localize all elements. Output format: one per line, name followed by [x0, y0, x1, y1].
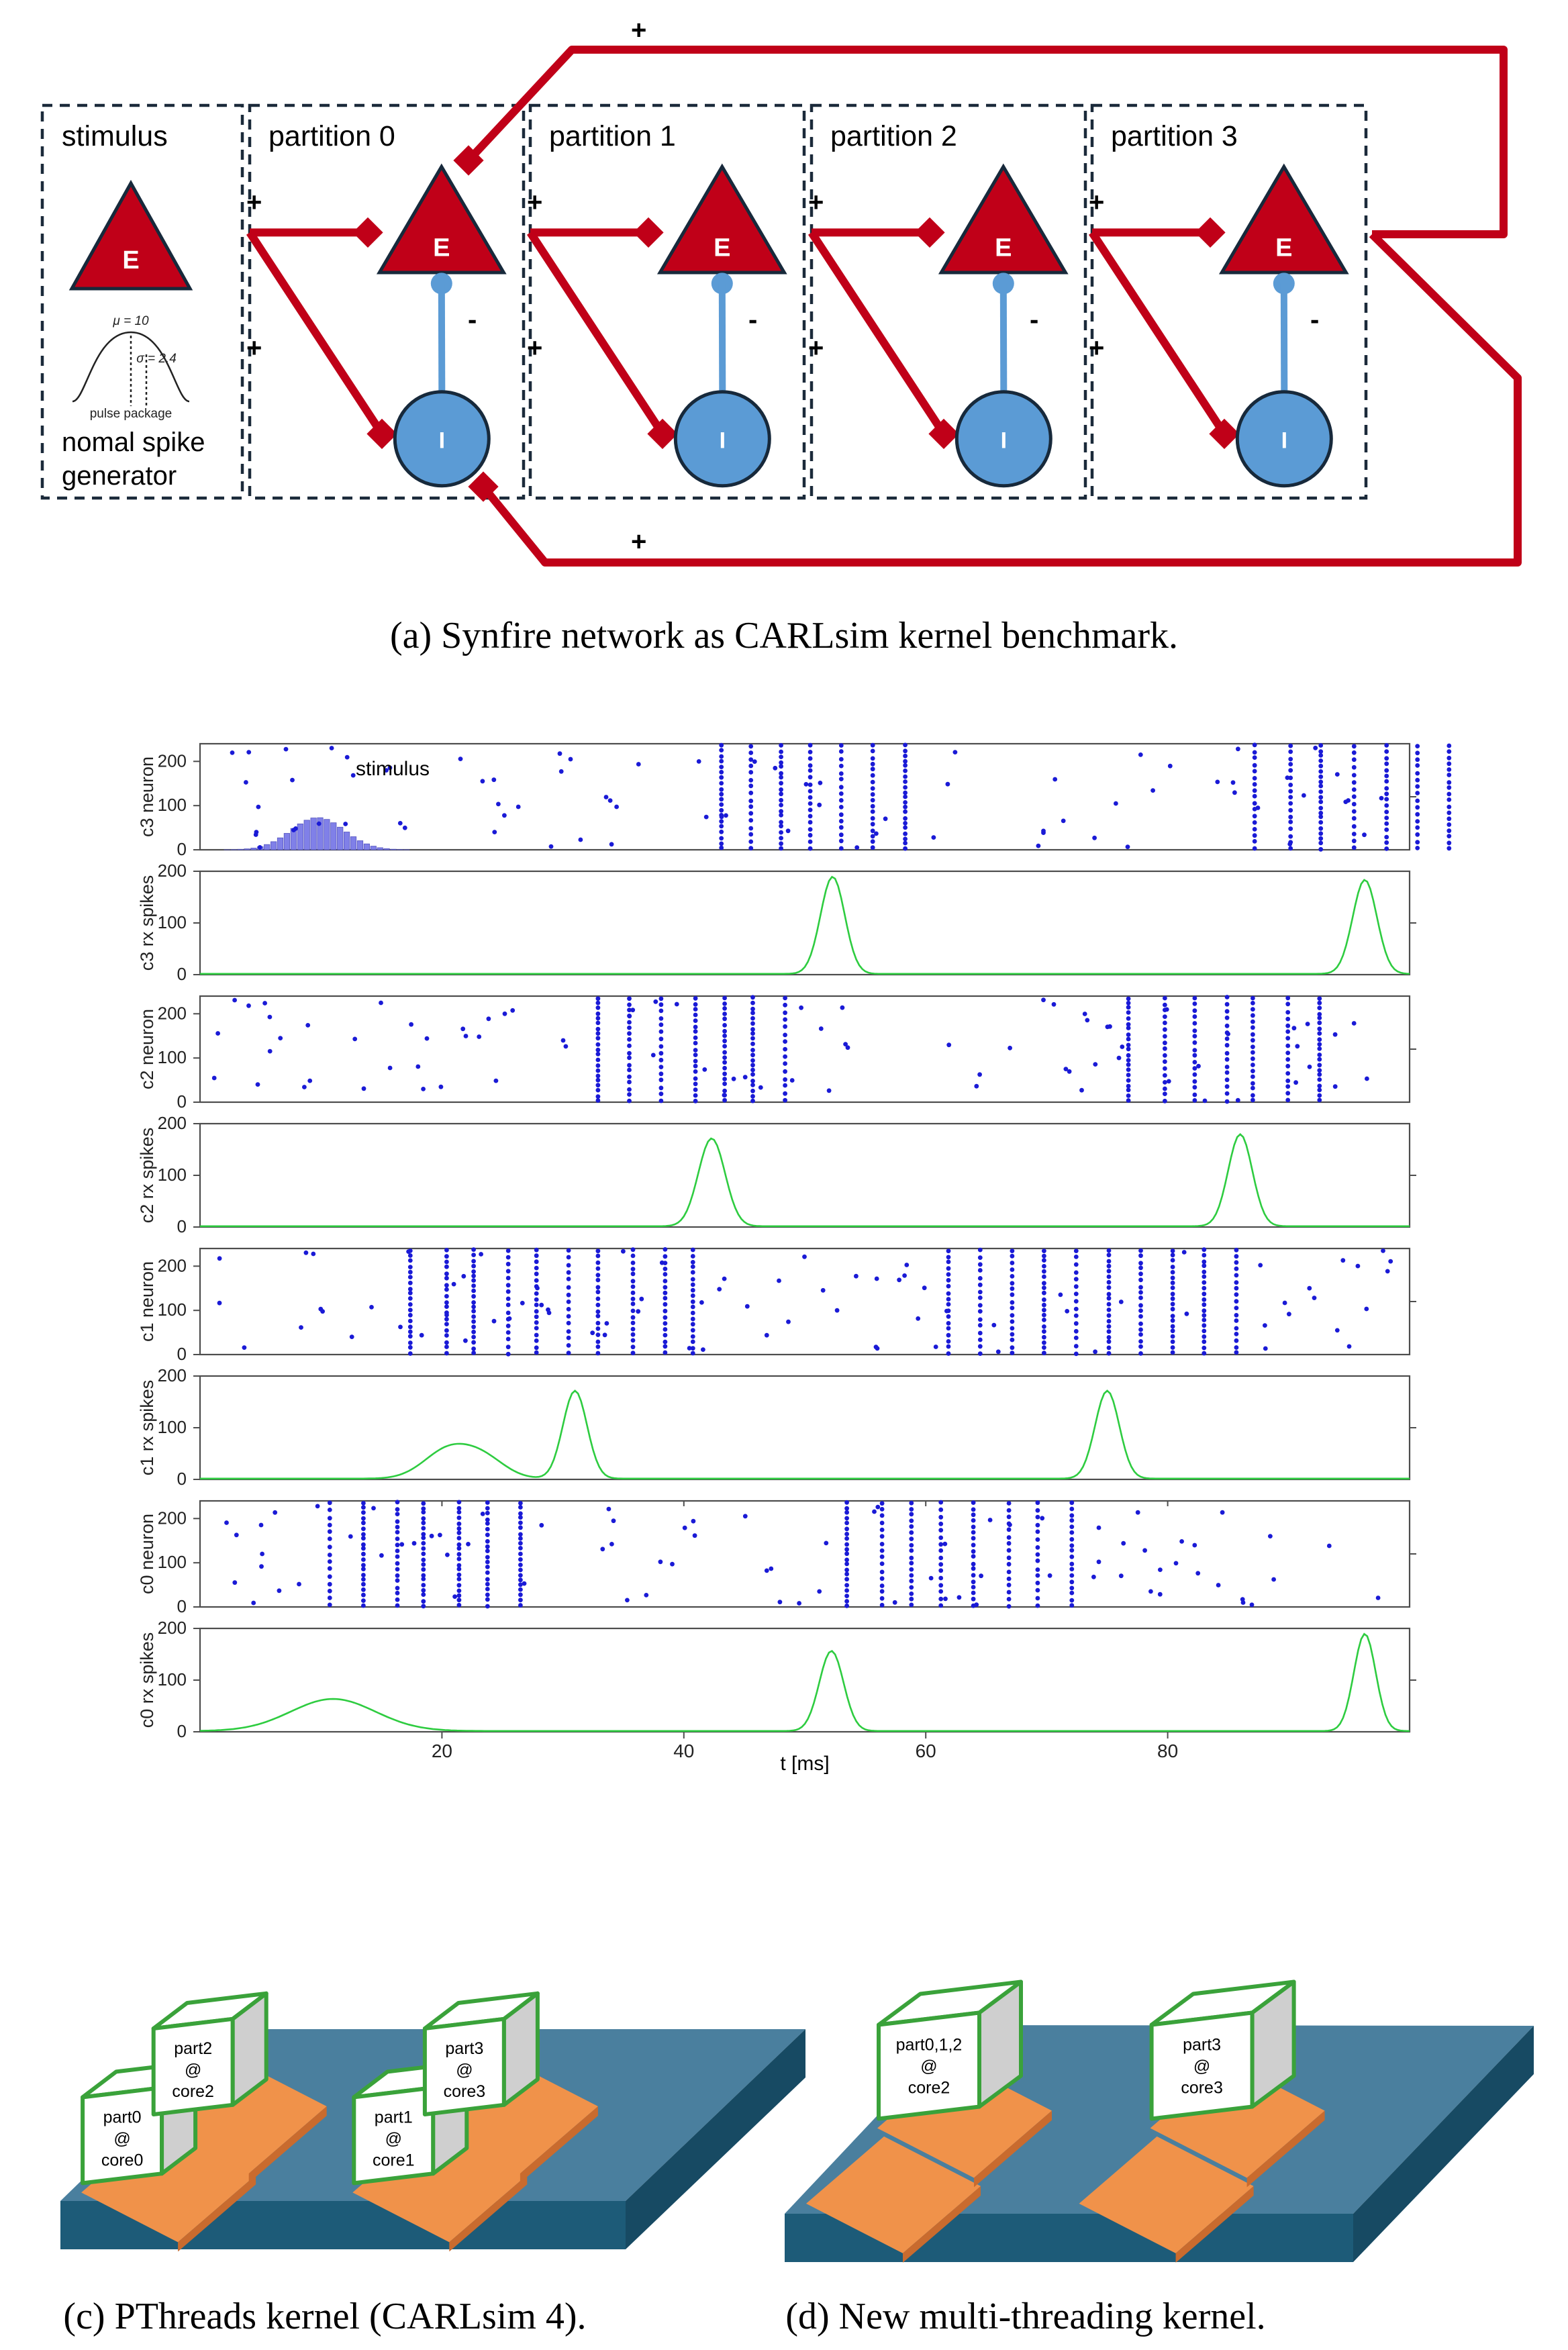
svg-text:+: + — [631, 15, 646, 45]
svg-text:200: 200 — [158, 1003, 187, 1023]
svg-text:c1 neuron: c1 neuron — [137, 1261, 157, 1342]
svg-text:c3 rx spikes: c3 rx spikes — [137, 875, 157, 971]
svg-text:core3: core3 — [1181, 2079, 1223, 2098]
svg-text:core1: core1 — [373, 2151, 415, 2169]
svg-text:c2 rx spikes: c2 rx spikes — [137, 1128, 157, 1224]
svg-text:core2: core2 — [908, 2079, 950, 2098]
svg-text:@: @ — [1193, 2057, 1210, 2076]
svg-text:0: 0 — [177, 1091, 187, 1112]
svg-text:nomal spike: nomal spike — [62, 428, 205, 457]
svg-text:partition 0: partition 0 — [268, 120, 395, 152]
svg-text:c1 rx spikes: c1 rx spikes — [137, 1380, 157, 1476]
svg-text:stimulus: stimulus — [356, 758, 430, 780]
svg-text:100: 100 — [158, 795, 187, 815]
svg-text:core2: core2 — [172, 2082, 214, 2101]
svg-text:σ = 2.4: σ = 2.4 — [136, 352, 177, 366]
svg-text:0: 0 — [177, 839, 187, 859]
svg-text:100: 100 — [158, 912, 187, 932]
svg-text:0: 0 — [177, 1469, 187, 1489]
svg-text:@: @ — [385, 2129, 402, 2148]
svg-text:part0,1,2: part0,1,2 — [896, 2036, 963, 2055]
svg-text:(d) New multi-threading kernel: (d) New multi-threading kernel. — [785, 2296, 1265, 2337]
svg-text:partition 1: partition 1 — [549, 120, 676, 152]
svg-text:partition 2: partition 2 — [830, 120, 957, 152]
svg-text:100: 100 — [158, 1552, 187, 1572]
svg-text:part2: part2 — [174, 2039, 212, 2058]
svg-text:@: @ — [185, 2061, 201, 2079]
svg-text:part1: part1 — [375, 2108, 413, 2126]
svg-text:100: 100 — [158, 1165, 187, 1185]
svg-text:100: 100 — [158, 1047, 187, 1067]
svg-text:200: 200 — [158, 1255, 187, 1275]
svg-text:+: + — [631, 527, 646, 556]
svg-text:200: 200 — [158, 1618, 187, 1638]
svg-text:@: @ — [920, 2057, 937, 2076]
svg-text:200: 200 — [158, 750, 187, 771]
svg-text:100: 100 — [158, 1417, 187, 1437]
svg-text:(c) PThreads kernel (CARLsim 4: (c) PThreads kernel (CARLsim 4). — [63, 2296, 586, 2337]
svg-text:0: 0 — [177, 1216, 187, 1236]
svg-text:pulse package: pulse package — [90, 407, 173, 421]
svg-text:0: 0 — [177, 1344, 187, 1364]
svg-text:partition 3: partition 3 — [1111, 120, 1238, 152]
svg-text:c0 neuron: c0 neuron — [137, 1514, 157, 1594]
svg-text:200: 200 — [158, 861, 187, 881]
svg-text:stimulus: stimulus — [62, 120, 168, 152]
svg-text:part0: part0 — [103, 2108, 142, 2126]
svg-text:c0 rx spikes: c0 rx spikes — [137, 1632, 157, 1728]
svg-text:core0: core0 — [101, 2151, 144, 2169]
svg-text:c2 neuron: c2 neuron — [137, 1009, 157, 1089]
svg-text:@: @ — [456, 2061, 473, 2079]
svg-text:(a) Synfire network as CARLsim: (a) Synfire network as CARLsim kernel be… — [390, 615, 1178, 656]
svg-text:part3: part3 — [445, 2039, 483, 2058]
svg-text:0: 0 — [177, 964, 187, 984]
svg-text:c3 neuron: c3 neuron — [137, 756, 157, 837]
svg-text:200: 200 — [158, 1365, 187, 1385]
svg-text:200: 200 — [158, 1113, 187, 1133]
svg-text:200: 200 — [158, 1508, 187, 1528]
svg-text:100: 100 — [158, 1300, 187, 1320]
svg-text:E: E — [122, 246, 139, 275]
svg-text:μ = 10: μ = 10 — [112, 314, 149, 328]
svg-text:0: 0 — [177, 1721, 187, 1741]
svg-text:part3: part3 — [1183, 2036, 1221, 2055]
svg-text:100: 100 — [158, 1669, 187, 1690]
svg-text:@: @ — [113, 2129, 130, 2148]
svg-text:generator: generator — [62, 461, 177, 491]
svg-text:core3: core3 — [444, 2082, 486, 2101]
svg-text:0: 0 — [177, 1596, 187, 1616]
